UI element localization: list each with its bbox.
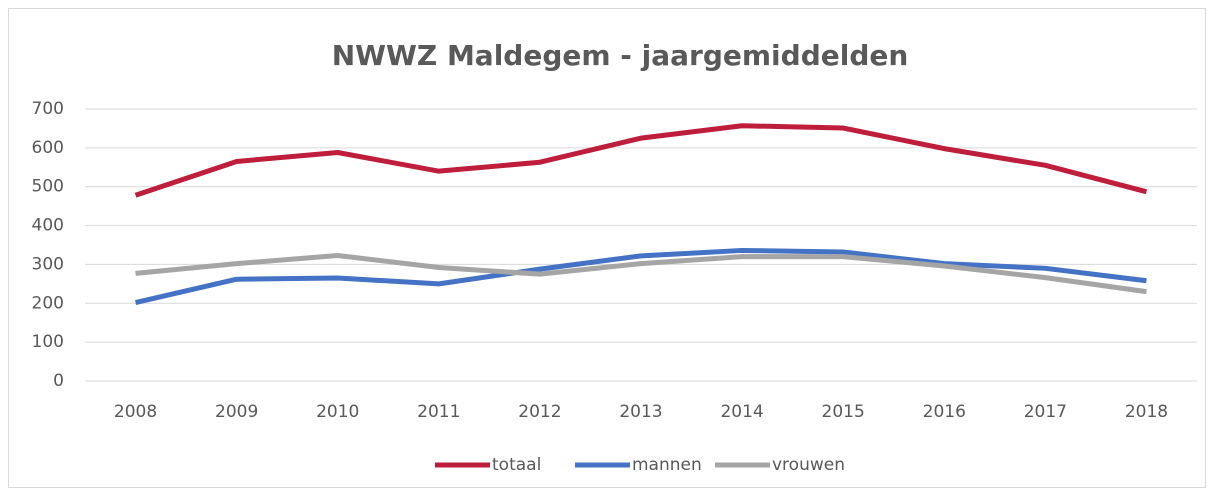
x-tick-label: 2008 [114,402,157,422]
x-tick-label: 2015 [822,402,865,422]
x-tick-label: 2012 [518,402,561,422]
line-series [134,123,1148,198]
y-tick-label: 100 [32,332,64,352]
x-tick-label: 2014 [720,402,763,422]
y-tick-label: 300 [32,254,64,274]
y-tick-label: 600 [32,138,64,158]
x-tick-label: 2011 [417,402,460,422]
y-tick-label: 200 [32,293,64,313]
x-tick-label: 2009 [215,402,258,422]
legend-label: vrouwen [772,455,845,475]
y-tick-label: 700 [32,99,64,119]
y-tick-label: 0 [53,371,64,391]
x-tick-label: 2013 [619,402,662,422]
legend-label: mannen [632,455,702,475]
chart-title: NWWZ Maldegem - jaargemiddelden [332,39,909,72]
x-tick-label: 2016 [923,402,966,422]
legend-label: totaal [492,455,541,475]
y-tick-label: 400 [32,216,64,236]
x-tick-label: 2010 [316,402,359,422]
x-tick-label: 2018 [1125,402,1168,422]
chart-border [8,8,1206,488]
line-series [135,252,1147,295]
x-tick-label: 2017 [1024,402,1067,422]
y-tick-label: 500 [32,177,64,197]
line-series [134,247,1147,305]
